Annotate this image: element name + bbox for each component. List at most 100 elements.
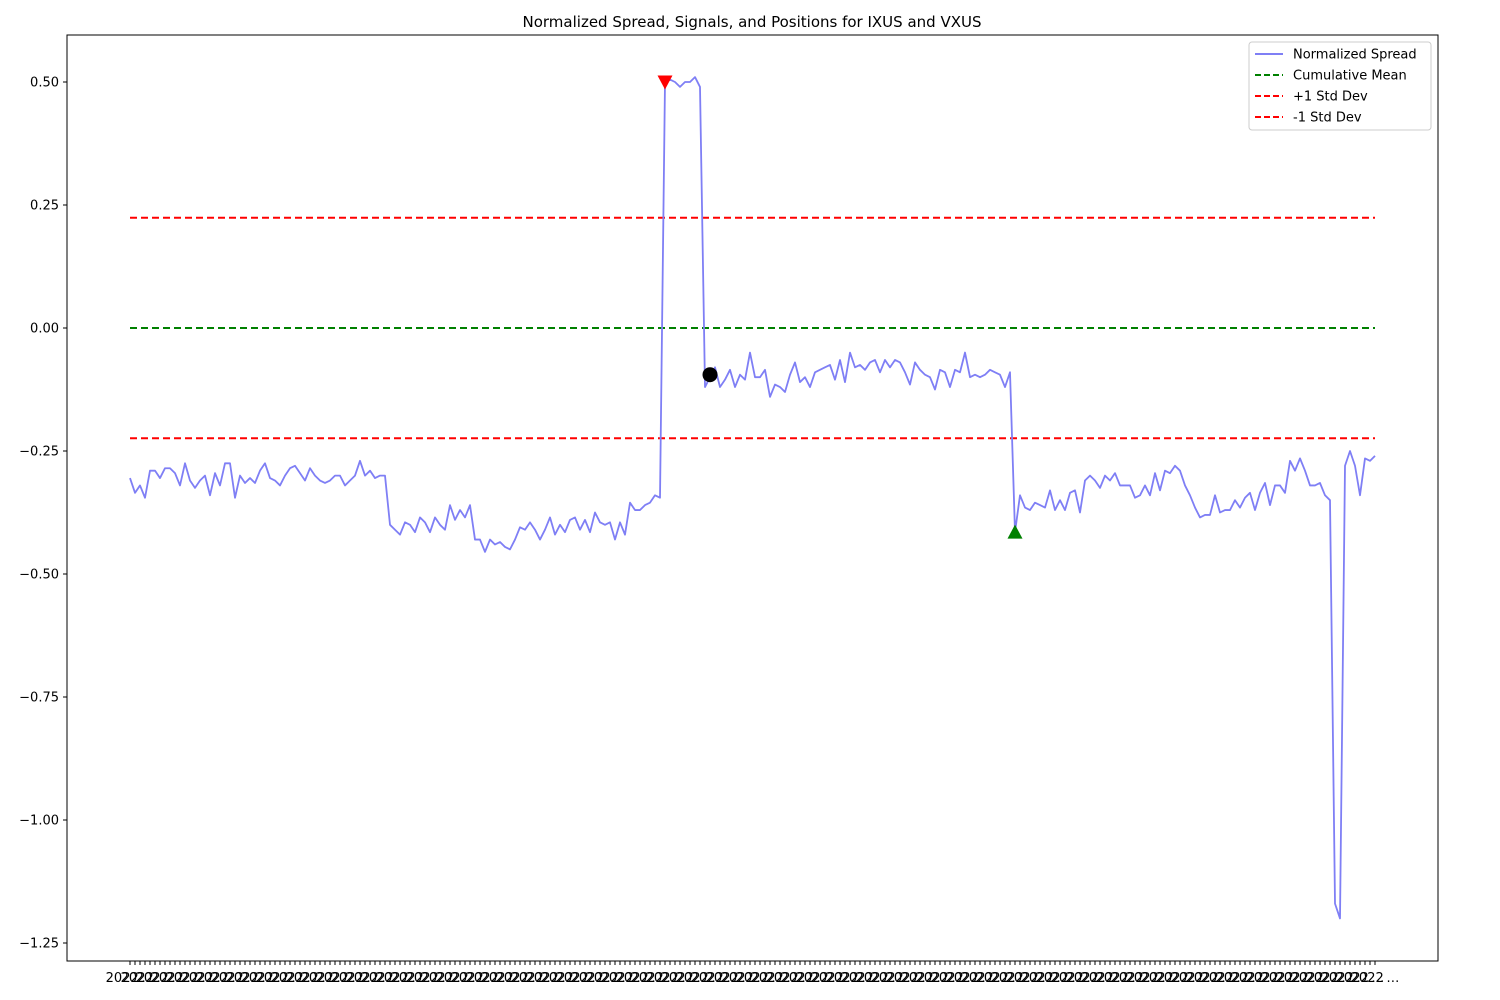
x-tick-label: 2022 … <box>1351 971 1400 986</box>
x-tick-label: 2022 … <box>796 971 845 986</box>
x-tick-label: 2022 … <box>751 971 800 986</box>
x-tick-label: 2022 … <box>1201 971 1250 986</box>
x-tick-label: 2022 … <box>811 971 860 986</box>
x-tick-label: 2022 … <box>1291 971 1340 986</box>
x-tick-label: 2022 … <box>766 971 815 986</box>
x-tick-label: 2022 … <box>1111 971 1160 986</box>
y-tick-label: −1.00 <box>19 814 59 829</box>
x-tick-label: 2022 … <box>1021 971 1070 986</box>
x-tick-label: 2022 … <box>586 971 635 986</box>
x-tick-label: 2022 … <box>571 971 620 986</box>
x-tick-label: 2022 … <box>841 971 890 986</box>
signal-markers <box>657 75 1023 539</box>
x-tick-label: 2022 … <box>256 971 305 986</box>
x-tick-label: 2022 … <box>481 971 530 986</box>
y-tick-label: 0.00 <box>30 322 59 337</box>
y-tick-label: −0.25 <box>19 445 59 460</box>
x-tick-label: 2022 … <box>736 971 785 986</box>
legend-label: -1 Std Dev <box>1293 111 1362 126</box>
x-tick-label: 2022 … <box>706 971 755 986</box>
x-tick-label: 2022 … <box>226 971 275 986</box>
x-tick-label: 2022 … <box>856 971 905 986</box>
x-tick-label: 2022 … <box>1246 971 1295 986</box>
x-axis-ticks: 2022 …2022 …2022 …2022 …2022 …2022 …2022… <box>106 961 1400 986</box>
legend-label: Normalized Spread <box>1293 48 1417 63</box>
x-tick-label: 2022 … <box>676 971 725 986</box>
x-tick-label: 2022 … <box>901 971 950 986</box>
x-tick-label: 2022 … <box>316 971 365 986</box>
x-tick-label: 2022 … <box>451 971 500 986</box>
legend-label: +1 Std Dev <box>1293 90 1368 105</box>
x-tick-label: 2022 … <box>1336 971 1385 986</box>
x-tick-label: 2022 … <box>826 971 875 986</box>
x-tick-label: 2022 … <box>1036 971 1085 986</box>
data-point <box>657 75 673 90</box>
y-tick-label: 0.50 <box>30 76 59 91</box>
x-tick-label: 2022 … <box>1006 971 1055 986</box>
legend: Normalized Spread Cumulative Mean +1 Std D… <box>1248 41 1432 131</box>
x-tick-label: 2022 … <box>556 971 605 986</box>
x-tick-label: 2022 … <box>1126 971 1175 986</box>
x-tick-label: 2022 … <box>196 971 245 986</box>
x-tick-label: 2022 … <box>946 971 995 986</box>
x-tick-label: 2022 … <box>931 971 980 986</box>
x-tick-label: 2022 … <box>466 971 515 986</box>
x-tick-label: 2022 … <box>1171 971 1220 986</box>
data-point <box>702 367 718 383</box>
x-tick-label: 2022 … <box>601 971 650 986</box>
x-tick-label: 2022 … <box>421 971 470 986</box>
x-tick-label: 2022 … <box>1096 971 1145 986</box>
x-tick-label: 2022 … <box>691 971 740 986</box>
x-tick-label: 2022 … <box>721 971 770 986</box>
x-tick-label: 2022 … <box>991 971 1040 986</box>
x-tick-label: 2022 … <box>1186 971 1235 986</box>
x-tick-label: 2022 … <box>271 971 320 986</box>
x-tick-label: 2022 … <box>616 971 665 986</box>
x-tick-label: 2022 … <box>871 971 920 986</box>
x-tick-label: 2022 … <box>661 971 710 986</box>
x-tick-label: 2022 … <box>1276 971 1325 986</box>
plot-frame <box>66 34 1439 962</box>
x-tick-label: 2022 … <box>886 971 935 986</box>
x-tick-label: 2022 … <box>346 971 395 986</box>
x-tick-label: 2022 … <box>1066 971 1115 986</box>
y-tick-label: −0.50 <box>19 568 59 583</box>
y-tick-label: −0.75 <box>19 691 59 706</box>
x-tick-label: 2022 … <box>211 971 260 986</box>
x-tick-label: 2022 … <box>136 971 185 986</box>
x-tick-label: 2022 … <box>781 971 830 986</box>
x-tick-label: 2022 … <box>361 971 410 986</box>
x-tick-label: 2022 … <box>181 971 230 986</box>
x-tick-label: 2022 … <box>511 971 560 986</box>
x-tick-label: 2022 … <box>526 971 575 986</box>
x-tick-label: 2022 … <box>631 971 680 986</box>
x-tick-label: 2022 … <box>1216 971 1265 986</box>
x-tick-label: 2022 … <box>376 971 425 986</box>
x-tick-label: 2022 … <box>1141 971 1190 986</box>
series-layer <box>129 76 1376 920</box>
x-tick-label: 2022 … <box>916 971 965 986</box>
x-tick-label: 2022 … <box>121 971 170 986</box>
y-axis: 0.50 0.25 0.00 −0.25 −0.50 −0.75 −1.00 −1.25 <box>19 76 67 952</box>
x-tick-label: 2022 … <box>166 971 215 986</box>
x-tick-label: 2022 … <box>1231 971 1280 986</box>
x-tick-label: 2022 … <box>406 971 455 986</box>
x-tick-label: 2022 … <box>286 971 335 986</box>
x-tick-label: 2022 … <box>436 971 485 986</box>
x-tick-label: 2022 … <box>241 971 290 986</box>
legend-label: Cumulative Mean <box>1293 69 1407 84</box>
x-tick-label: 2022 … <box>961 971 1010 986</box>
x-tick-label: 2022 … <box>496 971 545 986</box>
x-tick-label: 2022 … <box>391 971 440 986</box>
x-tick-label: 2022 … <box>1321 971 1370 986</box>
x-tick-label: 2022 … <box>106 971 155 986</box>
legend-box <box>1248 41 1432 131</box>
chart-title: Normalized Spread, Signals, and Position… <box>523 13 982 31</box>
x-tick-label: 2022 … <box>151 971 200 986</box>
x-tick-label: 2022 … <box>541 971 590 986</box>
x-tick-label: 2022 … <box>1051 971 1100 986</box>
x-tick-label: 2022 … <box>1306 971 1355 986</box>
